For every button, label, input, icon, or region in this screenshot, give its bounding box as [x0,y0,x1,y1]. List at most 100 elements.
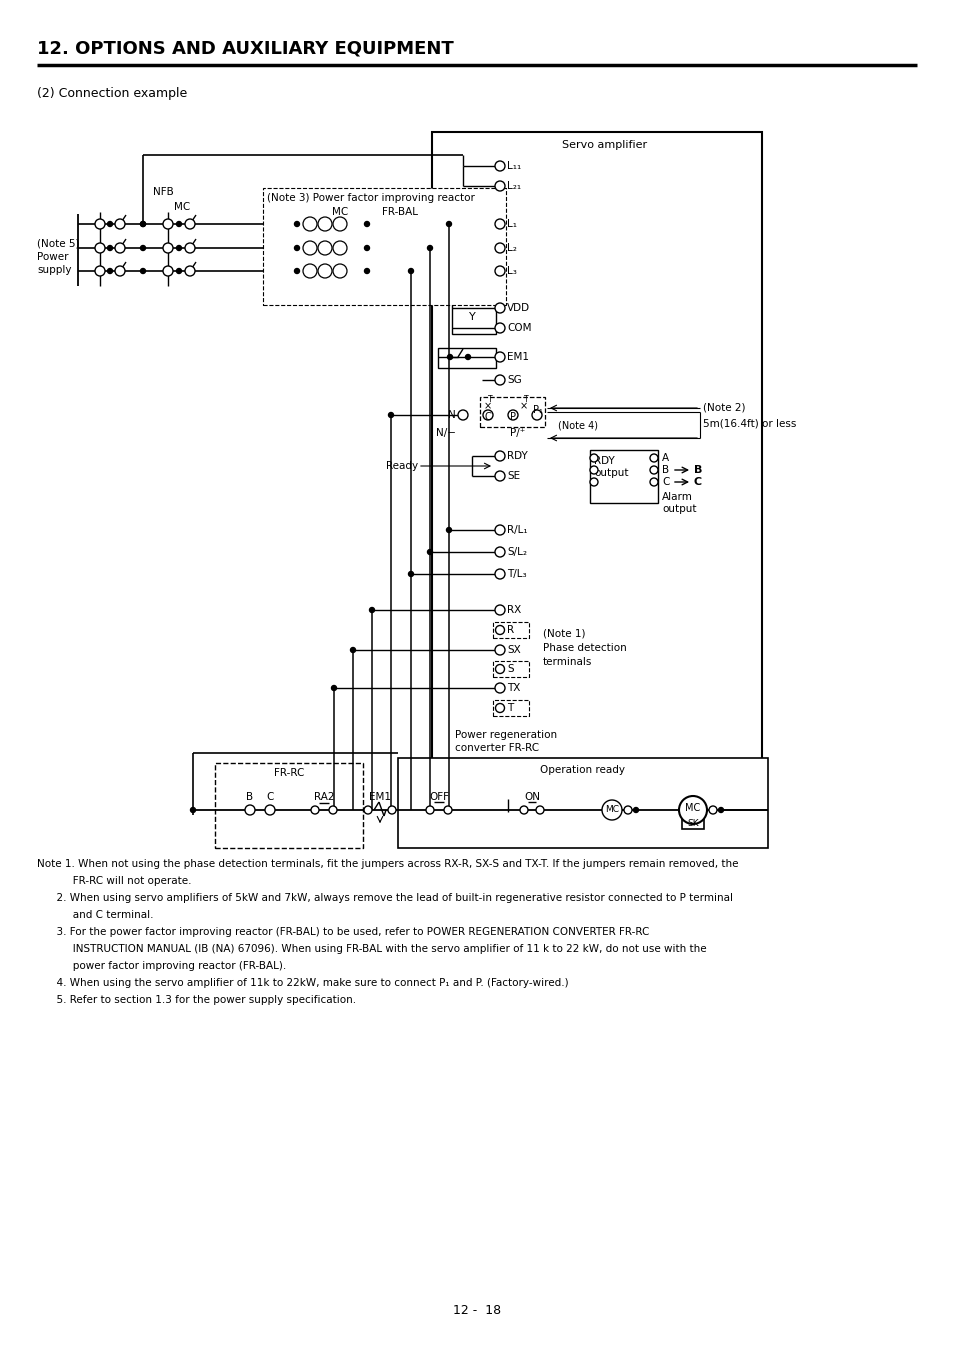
Text: B: B [246,792,253,802]
Text: L₁₁: L₁₁ [506,161,520,171]
Text: ×: × [519,401,528,410]
Text: S: S [506,664,513,674]
Circle shape [294,269,299,274]
Text: supply: supply [37,265,71,275]
Text: MC: MC [173,202,190,212]
Circle shape [495,568,504,579]
Text: MC: MC [604,806,618,814]
Circle shape [649,454,658,462]
Text: (Note 1): (Note 1) [542,628,585,639]
Text: C: C [693,477,701,487]
Circle shape [495,266,504,275]
Circle shape [495,375,504,385]
Text: TX: TX [506,683,519,693]
Circle shape [191,807,195,813]
Text: P/⁺: P/⁺ [510,428,525,437]
Bar [681,817,703,829]
Circle shape [369,608,375,613]
Circle shape [185,243,194,252]
Circle shape [495,703,504,713]
Circle shape [311,806,318,814]
Text: MC: MC [332,207,348,217]
Text: C: C [661,477,669,487]
Text: (Note 3) Power factor improving reactor: (Note 3) Power factor improving reactor [267,193,475,202]
Text: Power regeneration: Power regeneration [455,730,557,740]
Circle shape [185,219,194,230]
Circle shape [163,243,172,252]
Circle shape [495,625,504,634]
Circle shape [495,451,504,460]
Text: N/−: N/− [436,428,456,437]
Circle shape [495,161,504,171]
Circle shape [649,466,658,474]
Circle shape [495,323,504,333]
Text: T: T [487,394,492,404]
Text: SE: SE [506,471,519,481]
Text: ×: × [483,401,492,410]
Circle shape [589,454,598,462]
Text: ON: ON [523,792,539,802]
Circle shape [388,413,393,417]
Text: L₃: L₃ [506,266,517,275]
Circle shape [333,217,347,231]
Circle shape [140,269,146,274]
Circle shape [163,266,172,275]
Circle shape [427,549,432,555]
Circle shape [176,269,181,274]
Circle shape [495,219,504,230]
Text: 12 -  18: 12 - 18 [453,1304,500,1316]
Text: 5. Refer to section 1.3 for the power supply specification.: 5. Refer to section 1.3 for the power su… [37,995,355,1004]
Circle shape [427,246,432,251]
Circle shape [495,181,504,190]
Text: COM: COM [506,323,531,333]
Bar [263,188,505,305]
Text: Note 1. When not using the phase detection terminals, fit the jumpers across RX-: Note 1. When not using the phase detecti… [37,859,738,869]
Text: FR-BAL: FR-BAL [381,207,417,217]
Text: T/L₃: T/L₃ [506,568,526,579]
Circle shape [495,471,504,481]
Circle shape [333,265,347,278]
Text: B: B [693,464,701,475]
Text: FR-RC will not operate.: FR-RC will not operate. [37,876,192,886]
Circle shape [294,246,299,251]
Text: 3. For the power factor improving reactor (FR-BAL) to be used, refer to POWER RE: 3. For the power factor improving reacto… [37,927,649,937]
Circle shape [115,266,125,275]
Circle shape [495,547,504,558]
Circle shape [408,269,413,274]
Circle shape [364,221,369,227]
Circle shape [495,302,504,313]
Circle shape [115,219,125,230]
Circle shape [408,571,413,576]
Circle shape [95,243,105,252]
Text: Power: Power [37,252,69,262]
Circle shape [317,242,332,255]
Circle shape [364,246,369,251]
Circle shape [495,664,504,674]
Circle shape [633,807,638,813]
Text: output: output [594,468,628,478]
Circle shape [333,242,347,255]
Text: power factor improving reactor (FR-BAL).: power factor improving reactor (FR-BAL). [37,961,286,971]
Text: L₂: L₂ [506,243,517,252]
Circle shape [457,410,468,420]
Circle shape [108,269,112,274]
Bar [437,348,496,369]
Circle shape [140,221,146,227]
Text: FR-RC: FR-RC [274,768,304,778]
Circle shape [350,648,355,652]
Circle shape [108,246,112,251]
Circle shape [623,806,631,814]
Text: Servo amplifier: Servo amplifier [561,140,646,150]
Circle shape [532,410,541,420]
Text: Alarm: Alarm [661,491,692,502]
Text: INSTRUCTION MANUAL (IB (NA) 67096). When using FR-BAL with the servo amplifier o: INSTRUCTION MANUAL (IB (NA) 67096). When… [37,944,706,954]
Text: NFB: NFB [152,188,173,197]
Circle shape [108,221,112,227]
Circle shape [589,478,598,486]
Bar [493,662,529,676]
Text: RA2: RA2 [314,792,334,802]
Bar [214,763,363,848]
Text: converter FR-RC: converter FR-RC [455,743,538,753]
Circle shape [495,683,504,693]
Text: Operation ready: Operation ready [540,765,625,775]
